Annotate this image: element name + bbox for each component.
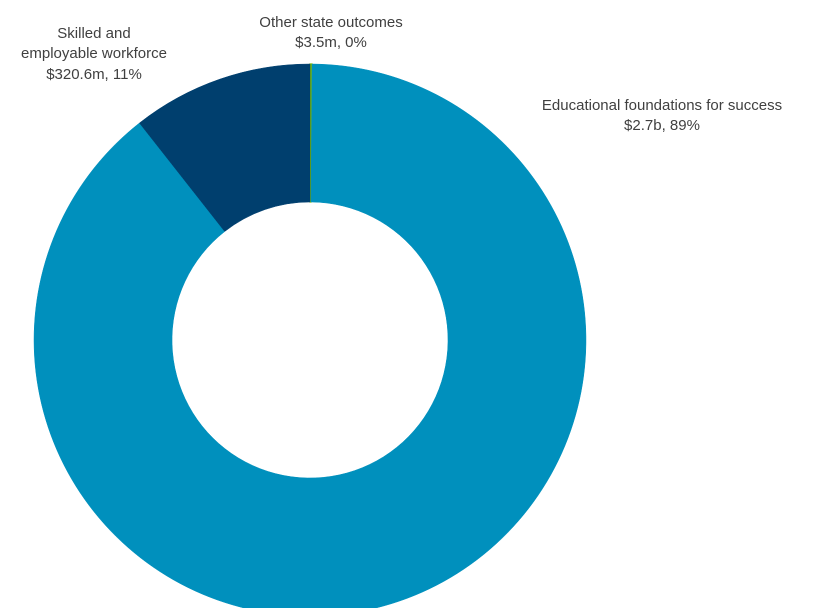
label-educational-foundations-category: Educational foundations for success: [542, 97, 782, 114]
donut-slices: [33, 63, 587, 608]
slice-educational-foundations-for-success: [33, 63, 587, 608]
label-skilled-workforce-category-line1: Skilled and: [57, 25, 130, 42]
label-skilled-workforce-category-line2: employable workforce: [21, 45, 167, 62]
label-educational-foundations-value: $2.7b, 89%: [624, 117, 700, 134]
label-other-state-outcomes-value: $3.5m, 0%: [295, 34, 367, 51]
slice-skilled-and-employable-workforce: [139, 63, 311, 232]
slice-labels: Educational foundations for success $2.7…: [21, 14, 782, 134]
label-other-state-outcomes-category: Other state outcomes: [259, 14, 402, 31]
label-skilled-workforce-value: $320.6m, 11%: [46, 66, 142, 83]
